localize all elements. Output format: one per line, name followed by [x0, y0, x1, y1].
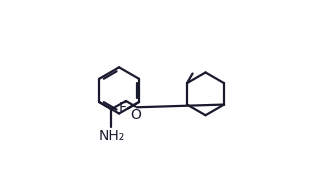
- Text: NH₂: NH₂: [98, 129, 125, 143]
- Text: O: O: [130, 108, 141, 122]
- Text: F: F: [119, 101, 127, 115]
